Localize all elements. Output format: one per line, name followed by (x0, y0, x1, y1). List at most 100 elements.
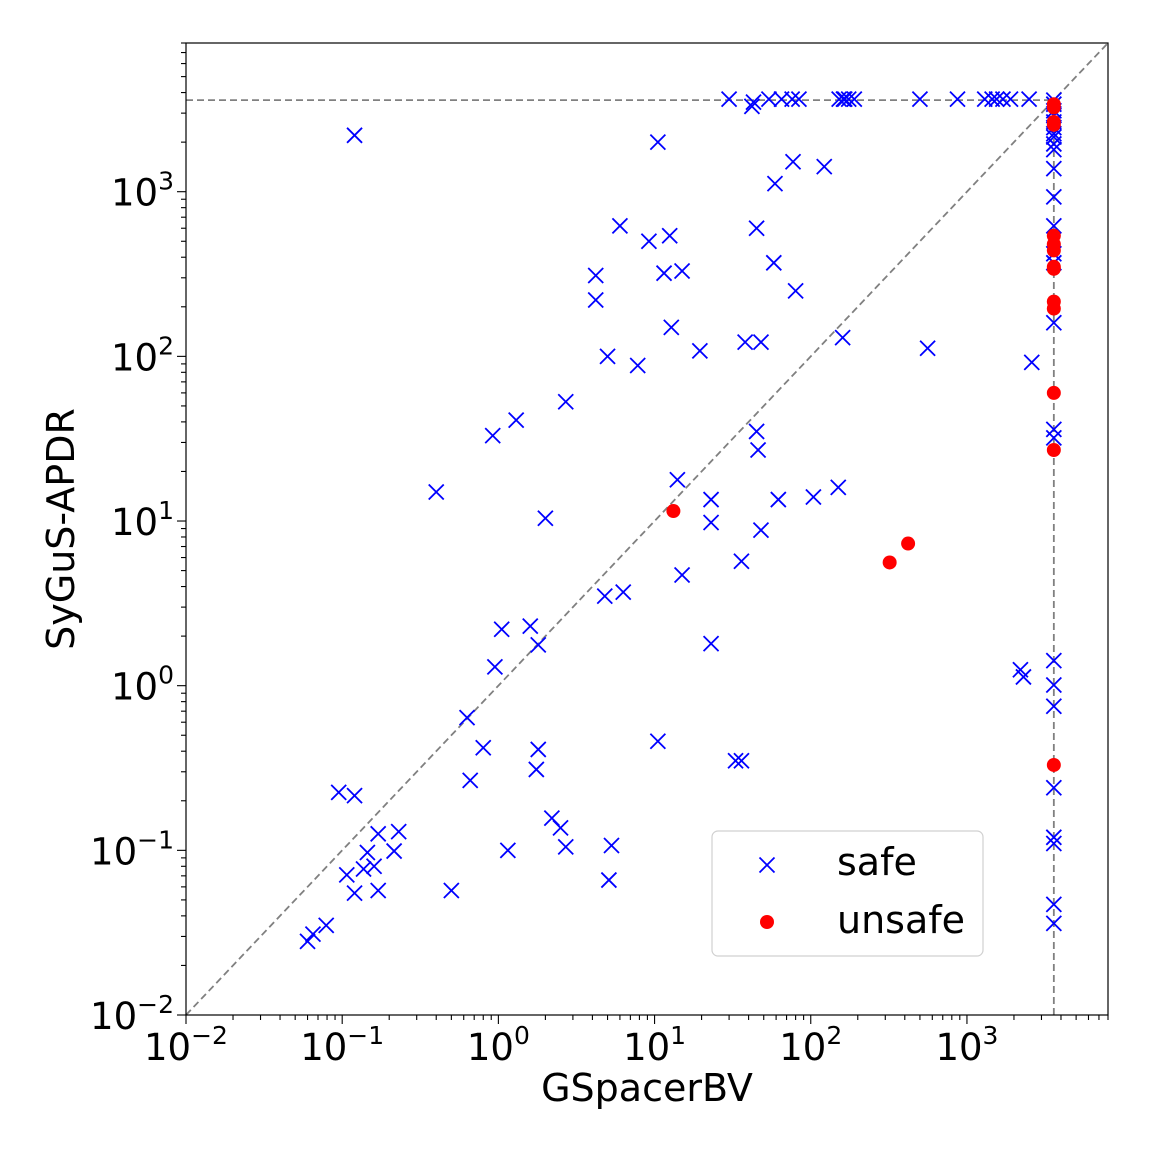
safe-point (1045, 652, 1062, 669)
safe-point (911, 90, 929, 108)
safe-point (846, 90, 863, 108)
safe-point (1045, 896, 1062, 913)
safe-point (834, 329, 851, 346)
safe-point (787, 282, 804, 299)
safe-point (530, 636, 547, 653)
safe-point (669, 471, 686, 488)
safe-point (557, 393, 574, 410)
safe-point (428, 483, 445, 501)
safe-point (596, 587, 613, 605)
legend-unsafe-dot (760, 915, 774, 929)
unsafe-point (666, 504, 681, 519)
safe-point (359, 844, 376, 861)
safe-point (949, 90, 966, 108)
safe-point (760, 90, 778, 108)
safe-point (702, 635, 720, 652)
safe-point (766, 175, 784, 192)
safe-point (988, 90, 1005, 108)
safe-point (370, 825, 387, 842)
unsafe-point (1046, 385, 1061, 400)
safe-point (655, 265, 673, 282)
safe-point (458, 709, 476, 726)
safe-point (720, 90, 738, 108)
safe-point (733, 553, 750, 570)
safe-point (702, 514, 720, 531)
safe-point (784, 153, 802, 170)
safe-point (365, 858, 383, 875)
unsafe-point (1046, 757, 1061, 772)
safe-point (346, 127, 363, 144)
safe-point (1045, 835, 1062, 852)
safe-point (611, 217, 629, 235)
major-ticks (177, 191, 968, 1024)
safe-point (994, 90, 1012, 108)
safe-point (745, 93, 762, 111)
safe-point (752, 334, 770, 351)
unsafe-point (1046, 261, 1061, 276)
diagonal-line (185, 42, 1109, 1016)
unsafe-point (901, 536, 916, 551)
safe-point (318, 917, 335, 934)
unsafe-point (1046, 100, 1061, 115)
safe-point (522, 617, 539, 635)
safe-point (1045, 314, 1062, 331)
safe-point (663, 319, 680, 336)
safe-point (733, 752, 750, 769)
legend-safe-marker (758, 856, 776, 874)
safe-point (508, 411, 525, 429)
safe-point (743, 98, 761, 115)
safe-point (385, 842, 403, 860)
unsafe-point (882, 555, 897, 570)
safe-point (1045, 429, 1062, 446)
safe-point (462, 772, 479, 789)
safe-point (599, 348, 616, 365)
safe-point (475, 739, 492, 756)
safe-point (528, 761, 545, 778)
safe-point (748, 423, 765, 440)
safe-point (649, 733, 667, 750)
safe-point (557, 838, 574, 855)
safe-point (649, 133, 667, 151)
safe-point (919, 340, 936, 357)
safe-point (790, 90, 808, 108)
safe-point (552, 819, 569, 836)
plot-frame (185, 42, 1109, 1016)
safe-point (1045, 421, 1062, 438)
safe-point (587, 267, 604, 284)
safe-point (1045, 676, 1062, 694)
safe-point (749, 441, 767, 459)
safe-point (1045, 128, 1062, 146)
safe-point (1045, 698, 1062, 715)
safe-point (330, 784, 347, 801)
unsafe-point (1046, 117, 1061, 132)
safe-point (1020, 90, 1038, 108)
y-tick-label: 100 (111, 661, 174, 709)
safe-point (600, 871, 618, 889)
safe-point (1023, 354, 1040, 371)
safe-point (752, 522, 770, 539)
safe-point (346, 787, 363, 804)
safe-point (486, 658, 504, 676)
y-tick-labels: 10−2 10−1 100 101 102 103 (90, 167, 174, 1038)
safe-point (587, 291, 604, 309)
safe-point (1045, 188, 1062, 206)
legend-label-safe: safe (837, 840, 917, 884)
x-tick-labels: 10−2 10−1 100 101 102 103 (144, 1021, 998, 1069)
x-tick-label: 100 (467, 1021, 530, 1069)
x-tick-label: 103 (935, 1021, 998, 1069)
safe-point (976, 90, 993, 108)
safe-point (493, 621, 510, 638)
safe-point (1015, 668, 1032, 686)
safe-point (736, 334, 754, 351)
safe-point (615, 583, 632, 601)
safe-point (346, 884, 363, 902)
safe-point (338, 866, 355, 883)
safe-point (1002, 90, 1019, 108)
y-tick-label: 10−2 (90, 990, 174, 1038)
legend: safe unsafe (711, 830, 984, 957)
y-tick-label: 101 (111, 496, 174, 544)
safe-point (355, 860, 372, 878)
safe-point (1045, 915, 1062, 932)
safe-point (830, 479, 847, 496)
unsafe-point (1046, 243, 1061, 258)
